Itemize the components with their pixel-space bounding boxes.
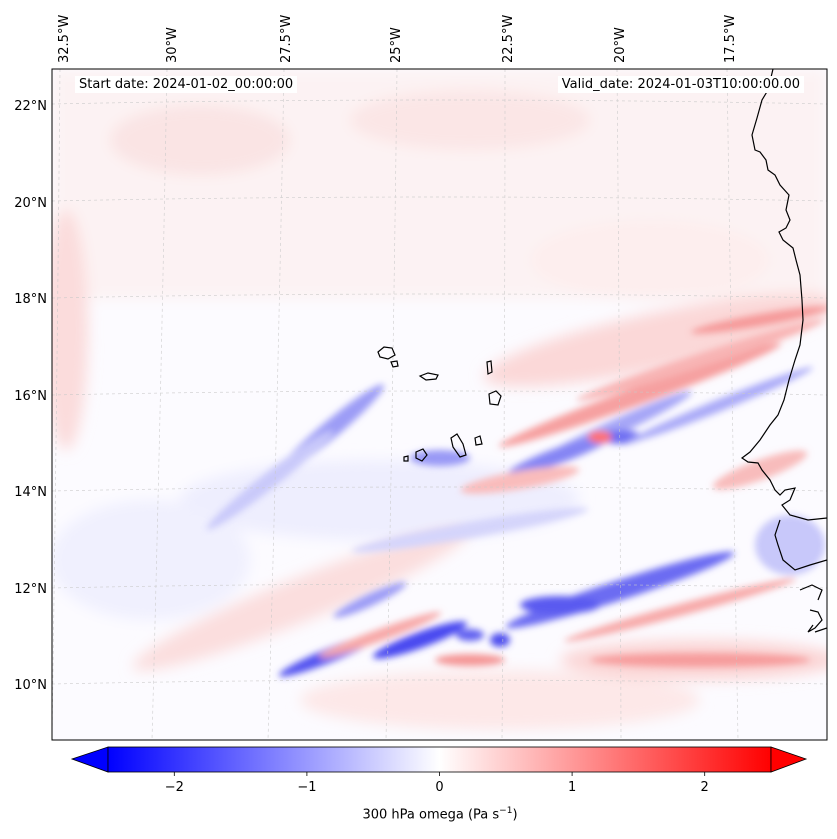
lon-label-20w: 20°W bbox=[613, 27, 628, 63]
island-sao-vicente bbox=[390, 360, 399, 368]
lat-label-10n: 10°N bbox=[14, 678, 47, 693]
colorbar-tick-label: 0 bbox=[435, 780, 443, 795]
island-sao-nicolau bbox=[418, 372, 439, 381]
colorbar: −2 −1 0 1 2 bbox=[70, 746, 808, 795]
colorbar-label-suffix: ) bbox=[512, 807, 518, 823]
lon-label-30w: 30°W bbox=[165, 27, 180, 63]
african-coastline bbox=[740, 69, 827, 633]
island-fogo bbox=[415, 448, 428, 462]
lat-label-22n: 22°N bbox=[14, 99, 47, 114]
colorbar-label-exponent: −1 bbox=[499, 806, 513, 816]
island-maio bbox=[474, 435, 483, 446]
lon-label-22-5w: 22.5°W bbox=[501, 15, 516, 63]
latitude-labels: 22°N 20°N 18°N 16°N 14°N 12°N 10°N bbox=[14, 99, 47, 693]
lat-label-18n: 18°N bbox=[14, 292, 47, 307]
colorbar-label-text: 300 hPa omega (Pa s bbox=[362, 807, 500, 823]
omega-field bbox=[52, 69, 827, 740]
colorbar-tick-label: −1 bbox=[297, 780, 316, 795]
lon-label-25w: 25°W bbox=[389, 27, 404, 63]
island-santo-antao bbox=[377, 346, 396, 360]
colorbar-ticks: −2 −1 0 1 2 bbox=[165, 772, 709, 795]
colorbar-tick-label: 1 bbox=[568, 780, 576, 795]
island-boa-vista bbox=[488, 390, 502, 406]
island-sal bbox=[486, 360, 493, 375]
coastlines bbox=[377, 69, 827, 633]
longitude-labels: 32.5°W 30°W 27.5°W 25°W 22.5°W 20°W 17.5… bbox=[57, 15, 738, 63]
gridlines bbox=[52, 69, 827, 740]
colorbar-extend-high bbox=[770, 746, 808, 773]
start-date-annotation: Start date: 2024-01-02_00:00:00 bbox=[75, 76, 298, 93]
colorbar-tick-label: −2 bbox=[165, 780, 184, 795]
lon-label-17-5w: 17.5°W bbox=[723, 15, 738, 63]
lat-label-16n: 16°N bbox=[14, 389, 47, 404]
island-santiago bbox=[450, 433, 467, 458]
lat-label-20n: 20°N bbox=[14, 196, 47, 211]
lon-label-27-5w: 27.5°W bbox=[279, 15, 294, 63]
colorbar-tick-label: 2 bbox=[701, 780, 709, 795]
map-frame bbox=[51, 68, 828, 741]
colorbar-gradient bbox=[107, 746, 772, 773]
lat-label-14n: 14°N bbox=[14, 485, 47, 500]
valid-date-annotation: Valid_date: 2024-01-03T10:00:00.00 bbox=[557, 76, 804, 93]
colorbar-label: 300 hPa omega (Pa s−1) bbox=[0, 806, 837, 822]
lon-label-32-5w: 32.5°W bbox=[57, 15, 72, 63]
island-brava bbox=[403, 455, 409, 462]
lat-label-12n: 12°N bbox=[14, 582, 47, 597]
colorbar-extend-low bbox=[70, 746, 109, 773]
